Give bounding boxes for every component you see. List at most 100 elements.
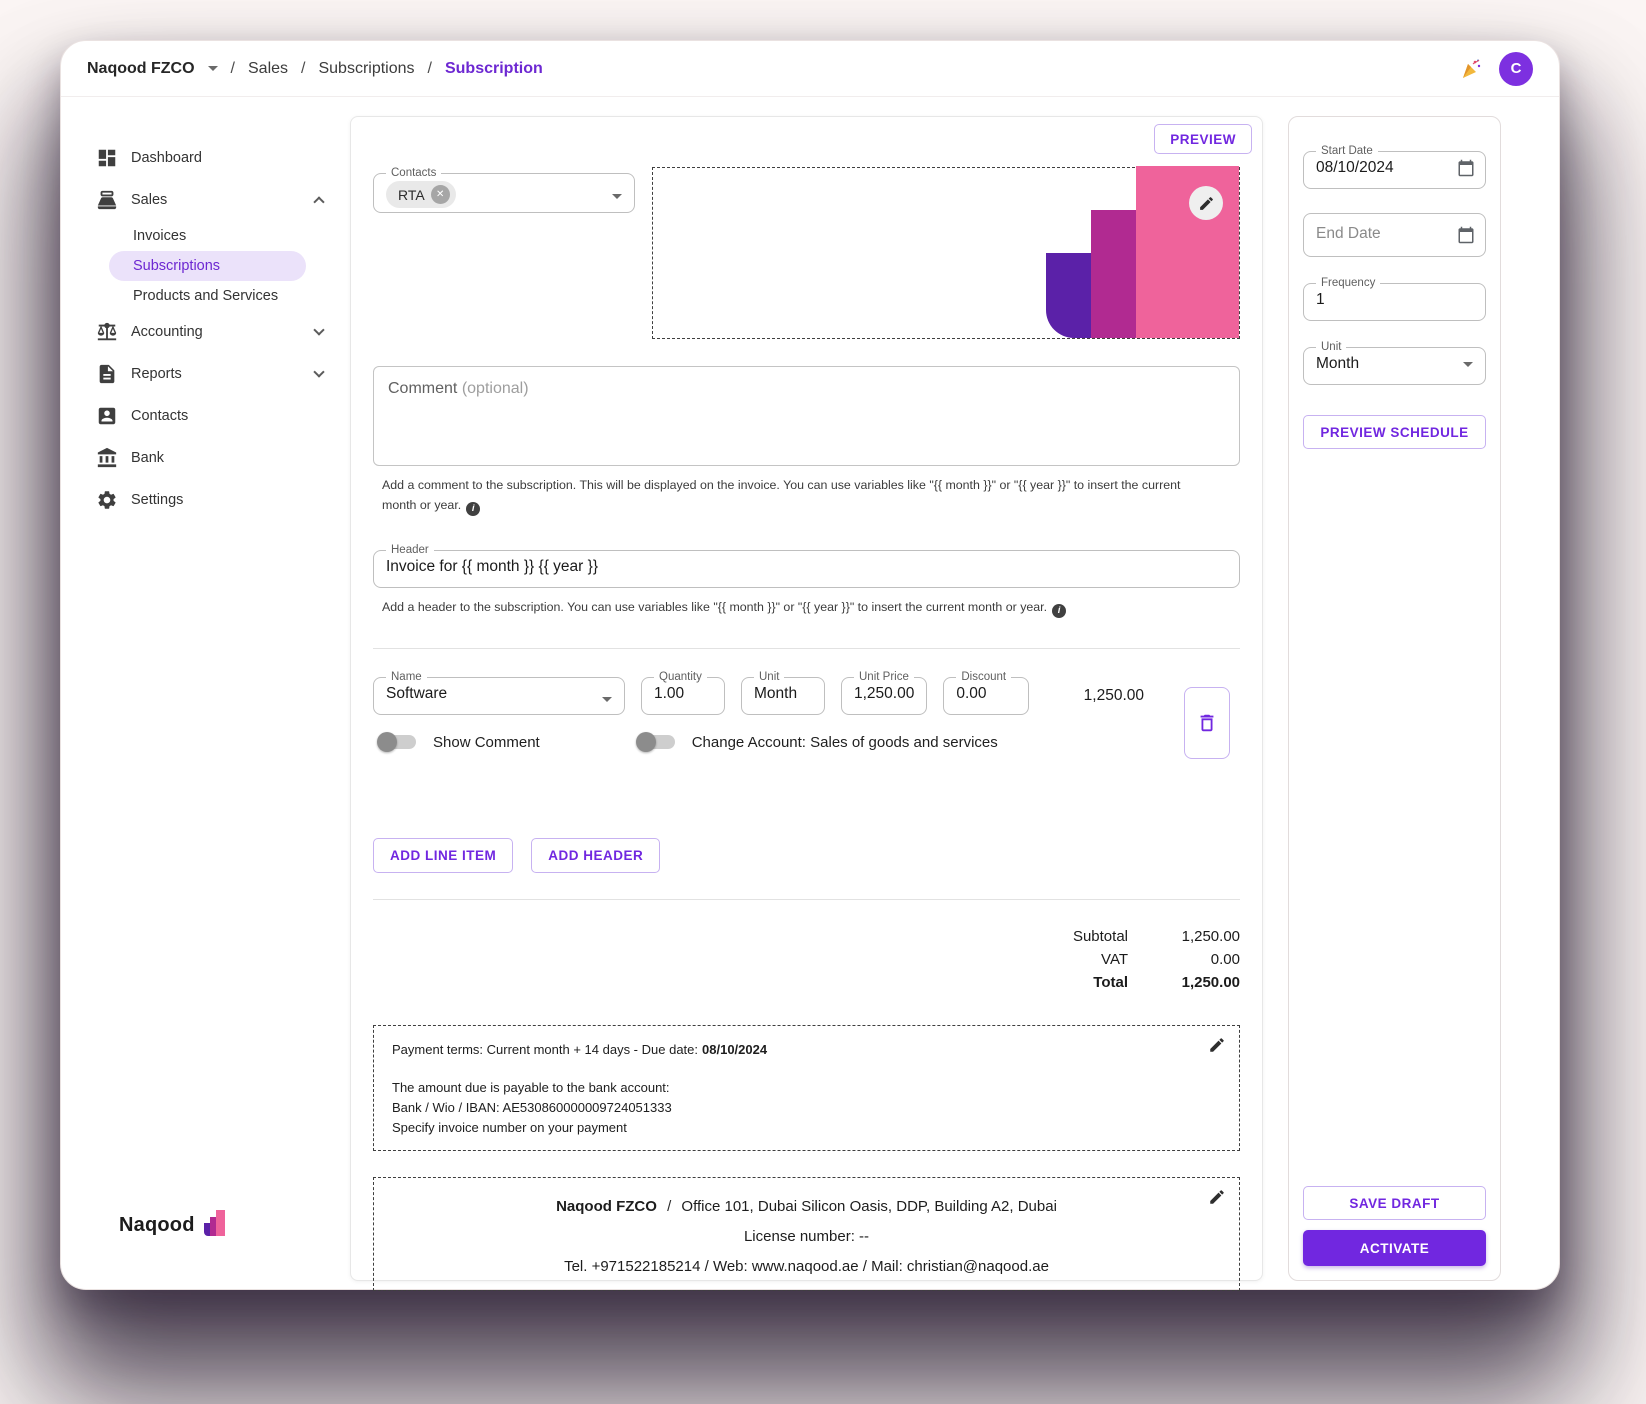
sidebar-item-accounting[interactable]: Accounting	[79, 311, 347, 353]
comment-textarea[interactable]: Comment (optional)	[373, 366, 1240, 466]
chevron-down-icon[interactable]	[207, 66, 218, 71]
brand-logo: Naqood	[119, 1209, 227, 1237]
contact-chip-label: RTA	[398, 186, 425, 203]
payment-terms-text: Payment terms: Current month + 14 days -…	[392, 1042, 699, 1058]
breadcrumb-separator: /	[230, 59, 235, 77]
discount-label: Discount	[961, 671, 1007, 684]
name-label: Name	[391, 671, 422, 684]
dropdown-caret-icon[interactable]	[612, 194, 622, 199]
sidebar-item-contacts[interactable]: Contacts	[79, 395, 347, 437]
line-item-name-select[interactable]: Name Software	[373, 671, 625, 716]
contact-chip: RTA	[386, 181, 456, 208]
header-input[interactable]: Header Invoice for {{ month }} {{ year }…	[373, 544, 1240, 589]
sidebar-item-sales[interactable]: Sales	[79, 179, 347, 221]
sidebar-item-label: Settings	[131, 492, 184, 508]
unit-price-value: 1,250.00	[854, 685, 915, 703]
comment-placeholder: Comment	[388, 380, 458, 397]
preview-schedule-button[interactable]: PREVIEW SCHEDULE	[1303, 415, 1486, 449]
license-line: License number: --	[743, 1228, 870, 1246]
balance-scale-icon	[97, 322, 117, 341]
frequency-value: 1	[1316, 291, 1325, 308]
edit-payment-terms-button[interactable]	[1208, 1036, 1226, 1057]
subtotal-value: 1,250.00	[1181, 928, 1240, 946]
delete-line-item-button[interactable]	[1184, 687, 1230, 760]
separator: /	[667, 1198, 672, 1216]
chip-close-icon[interactable]	[430, 185, 450, 204]
unit-price-input[interactable]: Unit Price 1,250.00	[841, 671, 928, 716]
sidebar-item-products-and-services[interactable]: Products and Services	[109, 281, 306, 311]
unit-select[interactable]: Unit Month	[1303, 341, 1486, 385]
add-header-button[interactable]: ADD HEADER	[531, 838, 661, 874]
breadcrumb-sales[interactable]: Sales	[248, 59, 289, 77]
line-item-row: Name Software Quantity 1.00 Unit Month U…	[373, 671, 1240, 793]
company-address: Office 101, Dubai Silicon Oasis, DDP, Bu…	[681, 1198, 1057, 1216]
company-name: Naqood FZCO	[556, 1198, 657, 1216]
end-date-input[interactable]: End Date	[1303, 213, 1486, 257]
line-item-fields: Name Software Quantity 1.00 Unit Month U…	[373, 671, 1240, 716]
show-comment-toggle[interactable]	[377, 731, 421, 753]
comment-placeholder-suffix: (optional)	[461, 380, 529, 397]
invoice-logo-upload-area[interactable]	[652, 166, 1240, 339]
unit-label: Unit	[1321, 341, 1342, 353]
header-helper-text: Add a header to the subscription. You ca…	[382, 597, 1182, 619]
subtotal-label: Subtotal	[1072, 928, 1128, 946]
payment-terms-line: Payment terms: Current month + 14 days -…	[392, 1040, 1221, 1060]
dropdown-caret-icon[interactable]	[602, 697, 612, 703]
sidebar-item-dashboard[interactable]: Dashboard	[79, 137, 347, 179]
preview-button[interactable]: PREVIEW	[1154, 124, 1252, 154]
total-value: 1,250.00	[1181, 974, 1240, 992]
edit-company-info-button[interactable]	[1208, 1188, 1226, 1209]
quantity-input[interactable]: Quantity 1.00	[641, 671, 725, 716]
unit-input[interactable]: Unit Month	[741, 671, 825, 716]
bank-intro-line: The amount due is payable to the bank ac…	[392, 1080, 670, 1096]
start-date-input[interactable]: Start Date 08/10/2024	[1303, 145, 1486, 189]
vat-label: VAT	[1101, 951, 1128, 969]
dashboard-icon	[98, 149, 116, 167]
frequency-input[interactable]: Frequency 1	[1303, 277, 1486, 321]
sidebar-item-label: Invoices	[133, 228, 187, 244]
chevron-down-icon	[313, 324, 325, 336]
calendar-icon[interactable]	[1457, 159, 1475, 177]
totals-section: Subtotal 1,250.00 VAT 0.00 Total 1,250.0…	[373, 928, 1240, 997]
naqood-bar-logo-icon	[203, 1209, 227, 1237]
discount-value: 0.00	[956, 685, 987, 703]
sidebar-item-invoices[interactable]: Invoices	[109, 221, 306, 251]
subscription-form-card: PREVIEW Contacts RTA Comment	[350, 116, 1263, 1292]
save-draft-button[interactable]: SAVE DRAFT	[1303, 1186, 1486, 1220]
edit-logo-button[interactable]	[1189, 186, 1223, 220]
sidebar-item-reports[interactable]: Reports	[79, 353, 347, 395]
breadcrumb-company[interactable]: Naqood FZCO	[87, 59, 195, 77]
breadcrumb-subscriptions[interactable]: Subscriptions	[318, 59, 415, 77]
party-popper-icon	[1459, 57, 1483, 81]
header-helper: Add a header to the subscription. You ca…	[382, 600, 1048, 615]
breadcrumb-separator: /	[301, 59, 306, 77]
payment-terms-box: Payment terms: Current month + 14 days -…	[373, 1025, 1240, 1152]
contacts-and-logo-row: Contacts RTA	[373, 166, 1240, 339]
bank-icon	[97, 447, 117, 468]
add-buttons-row: ADD LINE ITEM ADD HEADER	[373, 838, 1240, 874]
sidebar-item-subscriptions[interactable]: Subscriptions	[109, 251, 306, 281]
sidebar-item-settings[interactable]: Settings	[79, 479, 347, 521]
avatar[interactable]: C	[1499, 51, 1533, 86]
start-date-value: 08/10/2024	[1316, 159, 1394, 176]
sidebar-item-bank[interactable]: Bank	[79, 437, 347, 479]
discount-input[interactable]: Discount 0.00	[943, 671, 1030, 716]
dropdown-caret-icon[interactable]	[1463, 362, 1473, 367]
pencil-icon	[1210, 1038, 1224, 1053]
unit-value: Month	[1316, 355, 1360, 372]
chevron-up-icon	[313, 196, 325, 208]
contacts-label: Contacts	[391, 167, 437, 179]
contacts-select[interactable]: Contacts RTA	[373, 167, 635, 213]
activate-button[interactable]: ACTIVATE	[1303, 1230, 1486, 1266]
company-address-line: Naqood FZCO / Office 101, Dubai Silicon …	[392, 1198, 1221, 1215]
header-value: Invoice for {{ month }} {{ year }}	[386, 558, 598, 576]
change-account-toggle[interactable]	[635, 731, 680, 753]
header-label: Header	[391, 544, 429, 557]
contact-line: Tel. +971522185214 / Web: www.naqood.ae …	[564, 1258, 1049, 1276]
company-info-box: Naqood FZCO / Office 101, Dubai Silicon …	[373, 1177, 1240, 1292]
iban-line: Bank / Wio / IBAN: AE5308600000097240513…	[392, 1100, 672, 1116]
add-line-item-button[interactable]: ADD LINE ITEM	[373, 838, 514, 874]
unit-value: Month	[754, 685, 798, 703]
name-value: Software	[386, 685, 448, 703]
calendar-icon[interactable]	[1457, 226, 1475, 244]
